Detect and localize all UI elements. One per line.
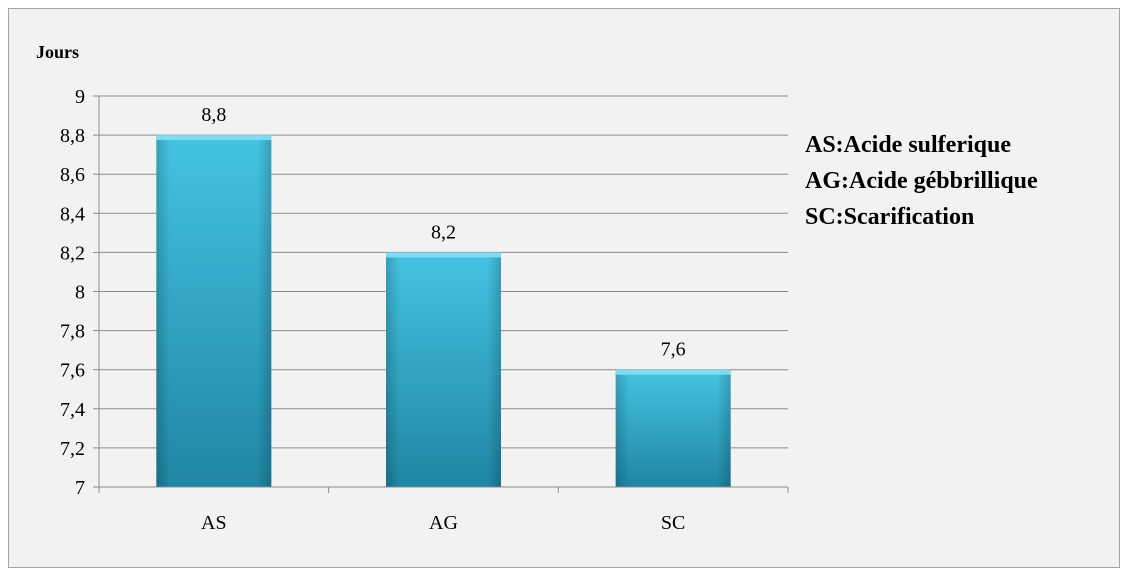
data-label: 8,8 <box>201 104 226 126</box>
annotation-ag: AG:Acide gébbrillique <box>805 168 1038 194</box>
bar-shade <box>156 135 272 487</box>
y-tick-label: 9 <box>75 86 85 108</box>
annotation-as: AS:Acide sulferique <box>805 132 1011 158</box>
y-tick-label: 7,6 <box>60 360 85 382</box>
x-tick-label: AS <box>201 512 227 534</box>
y-tick-label: 8,4 <box>60 203 85 225</box>
bar-highlight <box>615 369 731 375</box>
y-tick-label: 7,8 <box>60 321 85 343</box>
x-tick-label: SC <box>661 512 685 534</box>
bar-shade <box>615 369 731 487</box>
y-tick-label: 7,2 <box>60 438 85 460</box>
x-tick-label: AG <box>429 512 458 534</box>
y-tick-label: 7,4 <box>60 399 85 421</box>
data-label: 7,6 <box>661 339 686 361</box>
y-tick-label: 8,8 <box>60 125 85 147</box>
data-label: 8,2 <box>431 221 456 243</box>
bar-highlight <box>156 135 272 141</box>
annotation-sc: SC:Scarification <box>805 204 975 230</box>
y-tick-label: 8,2 <box>60 242 85 264</box>
y-tick-label: 8,6 <box>60 164 85 186</box>
bar-highlight <box>386 252 501 258</box>
y-tick-label: 7 <box>75 477 85 499</box>
y-tick-label: 8 <box>75 282 85 304</box>
y-axis-label: Jours <box>36 42 79 62</box>
bar-shade <box>386 252 501 487</box>
